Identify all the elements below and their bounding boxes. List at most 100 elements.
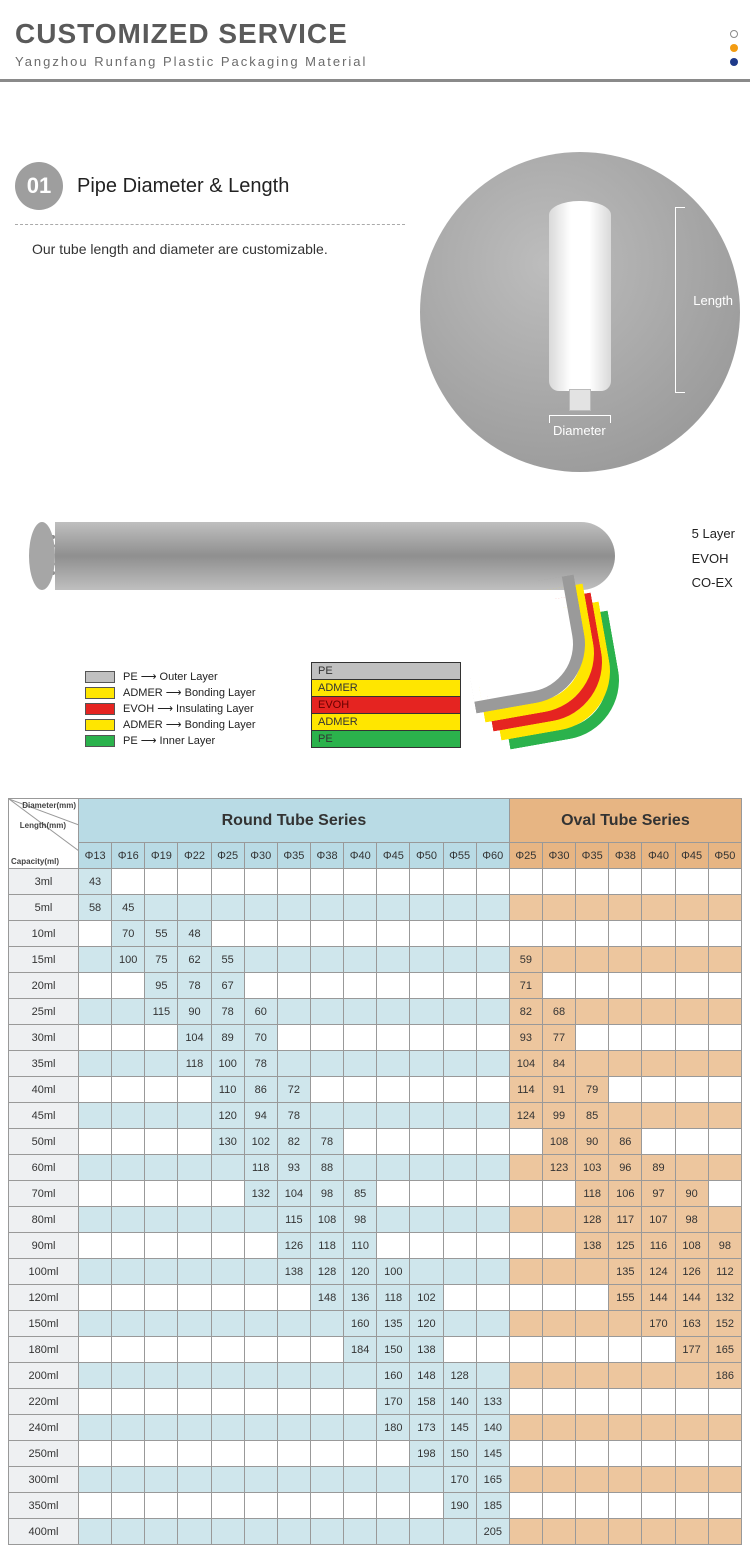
oval-value-cell [609, 1519, 642, 1545]
round-value-cell [79, 1415, 112, 1441]
oval-value-cell: 118 [576, 1181, 609, 1207]
round-value-cell [244, 1467, 277, 1493]
round-value-cell [112, 1025, 145, 1051]
round-value-cell [476, 869, 509, 895]
oval-column-header: Φ25 [509, 843, 542, 869]
oval-value-cell [609, 1025, 642, 1051]
oval-value-cell [576, 1337, 609, 1363]
round-column-header: Φ35 [277, 843, 310, 869]
oval-value-cell [642, 1025, 675, 1051]
round-value-cell: 118 [244, 1155, 277, 1181]
oval-value-cell [708, 1103, 741, 1129]
capacity-cell: 150ml [9, 1311, 79, 1337]
oval-value-cell [708, 895, 741, 921]
round-value-cell [112, 1337, 145, 1363]
round-value-cell [112, 1129, 145, 1155]
round-value-cell [344, 999, 377, 1025]
table-row: 250ml198150145 [9, 1441, 742, 1467]
peel-layers-icon [465, 584, 625, 744]
oval-value-cell [642, 869, 675, 895]
dimension-table: Diameter(mm) Length(mm) Capacity(ml) Rou… [8, 798, 742, 1545]
round-value-cell [79, 1441, 112, 1467]
round-value-cell [112, 1519, 145, 1545]
oval-value-cell: 132 [708, 1285, 741, 1311]
oval-value-cell [576, 973, 609, 999]
round-value-cell [410, 895, 443, 921]
round-value-cell [377, 1519, 410, 1545]
oval-value-cell: 98 [675, 1207, 708, 1233]
round-value-cell: 138 [277, 1259, 310, 1285]
capacity-cell: 35ml [9, 1051, 79, 1077]
oval-value-cell [675, 921, 708, 947]
oval-value-cell [609, 973, 642, 999]
round-value-cell [310, 895, 343, 921]
oval-value-cell [609, 1467, 642, 1493]
round-value-cell [145, 1415, 178, 1441]
round-value-cell [112, 869, 145, 895]
capacity-cell: 40ml [9, 1077, 79, 1103]
oval-value-cell: 177 [675, 1337, 708, 1363]
round-value-cell [344, 1389, 377, 1415]
oval-column-header: Φ40 [642, 843, 675, 869]
capacity-cell: 70ml [9, 1181, 79, 1207]
oval-value-cell: 93 [509, 1025, 542, 1051]
oval-value-cell [675, 1467, 708, 1493]
oval-value-cell: 170 [642, 1311, 675, 1337]
round-value-cell: 132 [244, 1181, 277, 1207]
capacity-cell: 3ml [9, 869, 79, 895]
round-value-cell [79, 1233, 112, 1259]
oval-value-cell [642, 1467, 675, 1493]
oval-value-cell: 90 [675, 1181, 708, 1207]
oval-value-cell [675, 973, 708, 999]
round-value-cell: 100 [211, 1051, 244, 1077]
legend-swatch-icon [85, 671, 115, 683]
section-pipe-dimensions: 01 Pipe Diameter & Length Our tube lengt… [0, 162, 750, 492]
round-value-cell [310, 1025, 343, 1051]
oval-value-cell: 97 [642, 1181, 675, 1207]
round-value-cell [476, 1285, 509, 1311]
table-row: 300ml170165 [9, 1467, 742, 1493]
tube-neck-icon [569, 389, 591, 411]
round-value-cell: 55 [145, 921, 178, 947]
round-value-cell [377, 1025, 410, 1051]
table-row: 100ml138128120100135124126112 [9, 1259, 742, 1285]
round-value-cell [178, 1077, 211, 1103]
oval-value-cell [576, 1519, 609, 1545]
round-value-cell [178, 1363, 211, 1389]
oval-value-cell: 117 [609, 1207, 642, 1233]
oval-value-cell [609, 1051, 642, 1077]
round-value-cell [244, 921, 277, 947]
round-value-cell [145, 1285, 178, 1311]
oval-value-cell [708, 1441, 741, 1467]
oval-value-cell [576, 1415, 609, 1441]
length-dimension-line [675, 207, 685, 393]
oval-value-cell [542, 1493, 575, 1519]
round-value-cell [178, 1181, 211, 1207]
round-value-cell [476, 973, 509, 999]
round-value-cell: 62 [178, 947, 211, 973]
round-value-cell: 180 [377, 1415, 410, 1441]
legend-name: PE ⟶ Outer Layer [123, 670, 218, 683]
round-value-cell [310, 1051, 343, 1077]
round-value-cell [410, 1259, 443, 1285]
capacity-cell: 240ml [9, 1415, 79, 1441]
oval-value-cell: 144 [675, 1285, 708, 1311]
round-value-cell: 93 [277, 1155, 310, 1181]
oval-value-cell [609, 1337, 642, 1363]
round-value-cell [211, 1467, 244, 1493]
oval-value-cell [609, 1363, 642, 1389]
oval-value-cell: 186 [708, 1363, 741, 1389]
page-header: CUSTOMIZED SERVICE Yangzhou Runfang Plas… [0, 0, 750, 82]
round-value-cell [344, 921, 377, 947]
round-value-cell [244, 1337, 277, 1363]
round-value-cell [145, 1337, 178, 1363]
oval-value-cell [609, 1077, 642, 1103]
round-value-cell [244, 1259, 277, 1285]
section-number: 01 [27, 173, 51, 199]
table-row: 40ml11086721149179 [9, 1077, 742, 1103]
round-value-cell: 160 [344, 1311, 377, 1337]
round-column-header: Φ13 [79, 843, 112, 869]
round-value-cell [145, 1311, 178, 1337]
legend-row: ADMER ⟶ Bonding Layer [85, 718, 256, 731]
round-value-cell [112, 999, 145, 1025]
